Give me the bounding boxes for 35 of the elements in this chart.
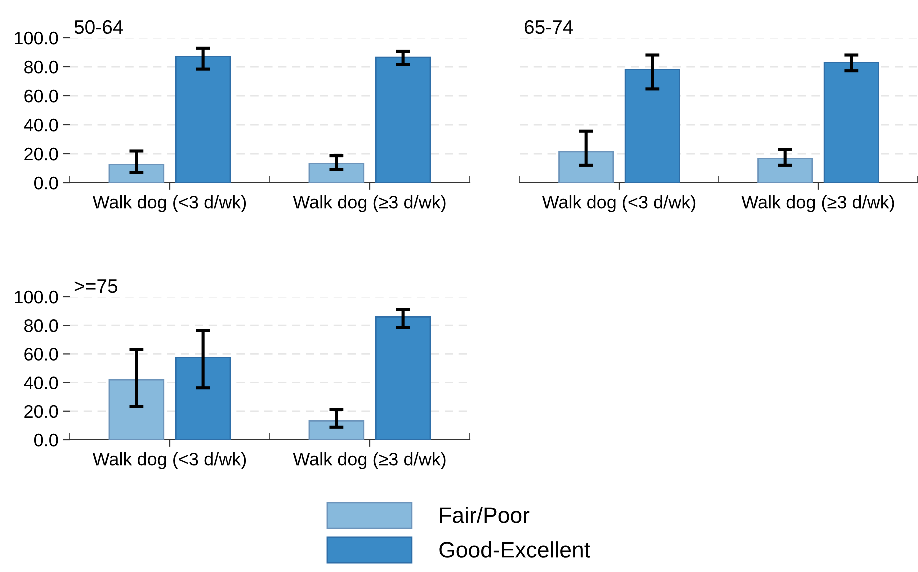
x-tick-label: Walk dog (≥3 d/wk) xyxy=(742,196,894,212)
bar xyxy=(824,62,880,183)
x-tick-label: Walk dog (<3 d/wk) xyxy=(92,196,246,212)
chart-title: 65-74 xyxy=(524,20,574,34)
x-tick-label: Walk dog (≥3 d/wk) xyxy=(293,196,446,212)
bar xyxy=(558,151,614,183)
bar xyxy=(375,316,432,440)
y-tick-label: 20.0 xyxy=(24,148,58,161)
bar xyxy=(308,420,365,440)
bar xyxy=(624,69,680,183)
y-tick-label: 100.0 xyxy=(15,32,58,45)
bar xyxy=(308,163,365,183)
bar xyxy=(108,379,165,440)
chart-title: 50-64 xyxy=(74,20,124,34)
chart-title: >=75 xyxy=(74,280,118,294)
bar xyxy=(108,164,165,183)
bar xyxy=(175,56,232,183)
legend-label: Good-Excellent xyxy=(440,542,590,558)
y-tick-label: 0.0 xyxy=(34,434,58,447)
y-tick-label: 40.0 xyxy=(24,376,58,390)
y-tick-label: 40.0 xyxy=(24,118,58,132)
bar xyxy=(758,158,814,183)
x-tick-label: Walk dog (<3 d/wk) xyxy=(542,196,696,212)
y-tick-label: 0.0 xyxy=(34,176,58,190)
y-tick-label: 60.0 xyxy=(24,90,58,103)
bar xyxy=(175,356,232,440)
x-tick-label: Walk dog (≥3 d/wk) xyxy=(293,452,446,470)
x-tick-label: Walk dog (<3 d/wk) xyxy=(92,452,246,470)
bar xyxy=(375,56,432,183)
y-tick-label: 60.0 xyxy=(24,348,58,361)
y-tick-label: 80.0 xyxy=(24,60,58,74)
y-tick-label: 80.0 xyxy=(24,320,58,332)
y-tick-label: 20.0 xyxy=(24,405,58,418)
legend-label: Fair/Poor xyxy=(440,507,530,524)
y-tick-label: 100.0 xyxy=(15,290,58,304)
